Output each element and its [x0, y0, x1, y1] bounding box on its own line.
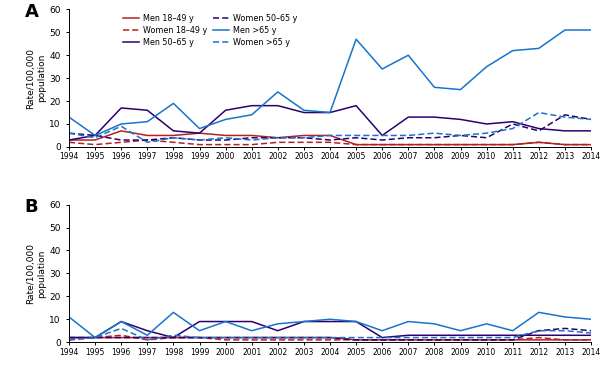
Y-axis label: Rate/100,000
population: Rate/100,000 population — [26, 48, 46, 109]
Text: A: A — [25, 3, 38, 21]
Text: B: B — [25, 198, 38, 216]
Y-axis label: Rate/100,000
population: Rate/100,000 population — [26, 243, 46, 304]
Legend: Men 18–49 y, Women 18–49 y, Men 50–65 y, Women 50–65 y, Men >65 y, Women >65 y: Men 18–49 y, Women 18–49 y, Men 50–65 y,… — [120, 11, 300, 50]
